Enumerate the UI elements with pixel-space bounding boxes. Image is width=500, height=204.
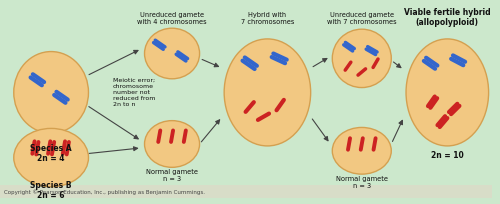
Text: Normal gamete
n = 3: Normal gamete n = 3	[146, 169, 198, 182]
Ellipse shape	[144, 28, 200, 79]
Ellipse shape	[224, 39, 310, 146]
Ellipse shape	[406, 39, 488, 146]
Ellipse shape	[14, 128, 88, 187]
Ellipse shape	[332, 128, 392, 174]
Text: Viable fertile hybrid
(allopolyploid): Viable fertile hybrid (allopolyploid)	[404, 8, 490, 27]
Text: Species B
2n = 6: Species B 2n = 6	[30, 181, 72, 200]
Text: Unreduced gamete
with 7 chromosomes: Unreduced gamete with 7 chromosomes	[327, 12, 396, 25]
Ellipse shape	[144, 121, 200, 167]
Text: Hybrid with
7 chromosomes: Hybrid with 7 chromosomes	[240, 12, 294, 25]
Bar	[0, 185, 492, 198]
Text: 2n = 10: 2n = 10	[431, 151, 464, 160]
Text: Unreduced gamete
with 4 chromosomes: Unreduced gamete with 4 chromosomes	[137, 12, 207, 25]
Text: Normal gamete
n = 3: Normal gamete n = 3	[336, 176, 388, 189]
Text: Copyright © Pearson Education, Inc., publishing as Benjamin Cummings.: Copyright © Pearson Education, Inc., pub…	[4, 190, 205, 195]
Ellipse shape	[332, 29, 392, 88]
Text: Meiotic error;
chromosome
number not
reduced from
2n to n: Meiotic error; chromosome number not red…	[113, 78, 156, 107]
Ellipse shape	[14, 52, 88, 133]
Text: Species A
2n = 4: Species A 2n = 4	[30, 144, 72, 163]
